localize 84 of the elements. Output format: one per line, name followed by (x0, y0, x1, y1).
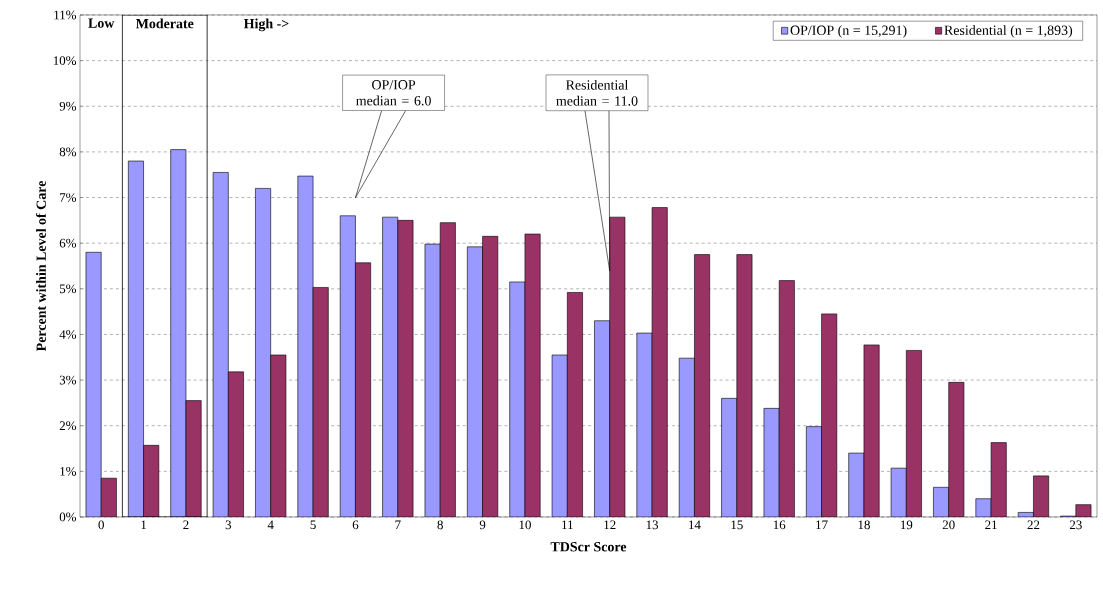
bar (439, 222, 456, 517)
bar (185, 400, 202, 517)
x-tick-label: 0 (98, 520, 104, 530)
x-tick-label: 1 (141, 520, 147, 530)
annotation: Residential median = 11.0 (556, 79, 638, 106)
bar (355, 262, 371, 517)
bar (567, 292, 583, 517)
x-axis-title: TDScr Score (550, 542, 627, 552)
bar (85, 251, 102, 517)
legend-label: OP/IOP (n = 15,291) (790, 25, 907, 38)
bar (948, 382, 965, 517)
x-tick-label: 18 (858, 520, 870, 530)
bar (636, 332, 653, 517)
bar (467, 246, 483, 517)
bar (551, 354, 568, 517)
bar (339, 215, 356, 517)
x-tick-label: 7 (395, 520, 401, 529)
bar (212, 172, 229, 517)
x-tick-label: 5 (310, 520, 316, 530)
bar (694, 254, 710, 517)
annotation: OP/IOP median = 6.0 (356, 80, 431, 106)
x-tick-label: 12 (604, 520, 616, 530)
x-tick-label: 17 (816, 520, 828, 530)
y-tick-label: 8% (59, 147, 77, 157)
x-tick-label: 8 (437, 520, 443, 530)
y-tick-label: 5% (59, 284, 77, 294)
bar (763, 408, 780, 517)
y-axis-title: Percent within Level of Care (35, 180, 46, 352)
y-tick-label: 7% (60, 193, 77, 202)
bar (524, 234, 541, 517)
bar (609, 216, 626, 517)
bar (143, 445, 160, 517)
annotation: Moderate (135, 18, 194, 29)
bar (651, 207, 668, 517)
bar (678, 357, 695, 517)
bar (228, 371, 244, 517)
y-tick-label: 11% (54, 10, 77, 20)
y-tick-label: 2% (59, 421, 77, 431)
x-tick-label: 19 (900, 520, 913, 530)
x-tick-label: 9 (479, 520, 486, 530)
x-tick-label: 16 (773, 520, 786, 530)
bar (297, 175, 314, 517)
x-tick-label: 6 (352, 520, 359, 530)
x-tick-label: 4 (267, 520, 274, 530)
x-tick-label: 11 (562, 520, 573, 530)
x-tick-label: 2 (183, 520, 189, 530)
x-tick-label: 22 (1027, 520, 1040, 530)
bar (990, 442, 1007, 517)
bar (312, 287, 329, 517)
bar (594, 320, 610, 517)
y-tick-label: 10% (53, 56, 77, 66)
y-tick-label: 6% (59, 238, 77, 248)
y-tick-label: 1% (60, 466, 77, 476)
y-tick-label: 9% (59, 101, 77, 111)
y-tick-label: 4% (59, 330, 77, 339)
x-tick-label: 21 (985, 520, 997, 530)
y-tick-label: 3% (59, 375, 77, 385)
bar (382, 216, 399, 517)
x-tick-label: 20 (942, 520, 955, 530)
x-tick-label: 23 (1069, 520, 1082, 530)
bar (721, 398, 738, 517)
bar (906, 350, 922, 517)
bar (170, 149, 187, 517)
bar (128, 160, 144, 517)
bar (270, 354, 287, 517)
bar (509, 281, 525, 517)
bar (424, 243, 441, 517)
y-tick-label: 0% (59, 512, 77, 522)
bar (863, 344, 880, 517)
legend-label: Residential (n = 1,893) (944, 25, 1073, 38)
x-tick-label: 15 (731, 520, 743, 530)
bar (736, 254, 753, 517)
x-tick-label: 14 (689, 520, 701, 530)
bar (821, 313, 838, 517)
bar (482, 236, 499, 517)
bar (397, 220, 414, 517)
bar (255, 188, 271, 517)
x-tick-label: 13 (646, 520, 659, 530)
bar (806, 426, 822, 517)
annotation: Low (88, 18, 115, 28)
annotation: High -> (243, 18, 289, 32)
x-tick-label: 3 (225, 520, 232, 530)
bar (778, 280, 795, 517)
x-tick-label: 10 (519, 520, 531, 530)
